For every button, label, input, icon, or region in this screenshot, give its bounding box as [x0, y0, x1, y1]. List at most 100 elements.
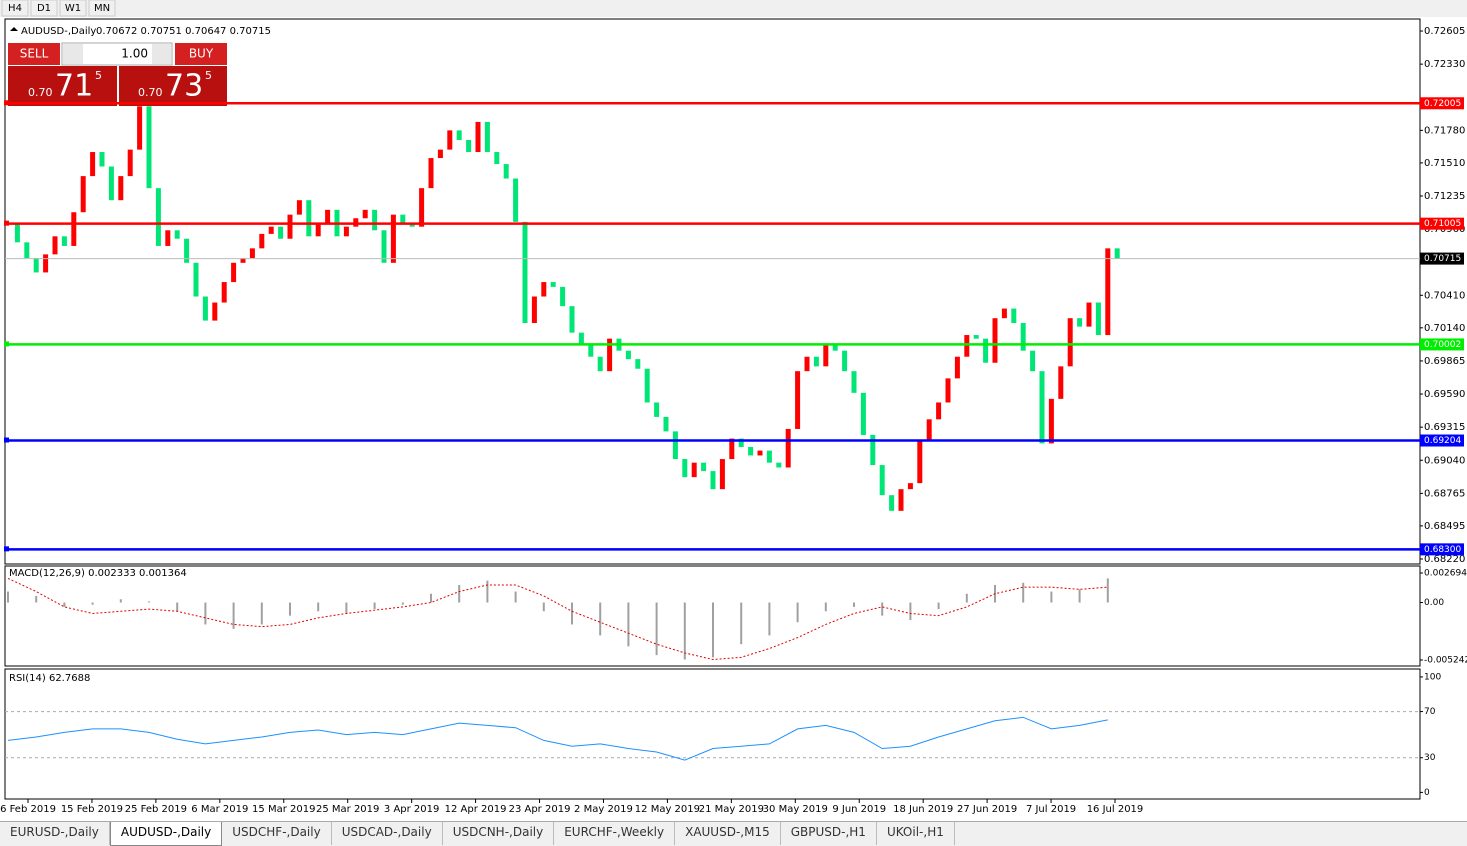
y-tick-label: 0.68220	[1424, 554, 1465, 565]
candle	[118, 176, 124, 201]
candle	[748, 447, 754, 456]
rsi-tick-label: 30	[1424, 753, 1436, 763]
y-tick-label: 0.71510	[1424, 158, 1465, 169]
symbol-tab[interactable]: USDCNH-,Daily	[443, 822, 555, 845]
symbol-tab[interactable]: USDCHF-,Daily	[222, 822, 332, 845]
y-tick-label: 0.72330	[1424, 59, 1465, 70]
x-tick-label: 25 Mar 2019	[316, 804, 379, 815]
symbol-tab[interactable]: AUDUSD-,Daily	[109, 822, 223, 846]
candle	[43, 254, 49, 273]
y-tick-label: 0.71780	[1424, 125, 1465, 136]
candle	[926, 419, 932, 441]
buy-price-box[interactable]	[119, 66, 227, 106]
candle	[287, 214, 293, 239]
lot-box[interactable]	[61, 42, 173, 66]
candle	[597, 356, 603, 372]
candle	[550, 282, 556, 287]
candle	[372, 209, 378, 231]
candle	[99, 152, 105, 167]
x-tick-label: 30 May 2019	[763, 804, 828, 815]
candle	[983, 338, 989, 363]
symbol-tab[interactable]: EURCHF-,Weekly	[554, 822, 676, 845]
candle	[719, 459, 725, 490]
buy-button[interactable]	[175, 43, 227, 65]
candle	[400, 214, 406, 225]
candle	[1001, 308, 1007, 319]
x-tick-label: 7 Jul 2019	[1026, 804, 1076, 815]
candle	[1077, 318, 1083, 327]
candle	[766, 450, 772, 463]
candle	[682, 459, 688, 478]
candle	[635, 359, 641, 369]
candle	[24, 242, 30, 258]
level-handle[interactable]	[4, 100, 9, 106]
candle	[823, 344, 829, 367]
sell-price-box[interactable]	[8, 66, 117, 106]
timeframe-button[interactable]	[59, 0, 87, 17]
lot-value: 1.00	[121, 47, 148, 61]
candle	[813, 356, 819, 367]
y-tick-label: 0.68495	[1424, 521, 1465, 532]
trade-panel: SELL 1.00 BUY 0.70 71 5 0.70 73 5	[8, 42, 227, 106]
y-tick-label: 0.69040	[1424, 455, 1465, 466]
candle	[221, 282, 227, 303]
symbol-tab[interactable]: EURUSD-,Daily	[0, 822, 110, 845]
symbol-tab[interactable]: XAUUSD-,M15	[675, 822, 781, 845]
level-handle[interactable]	[4, 220, 9, 226]
candle	[184, 238, 190, 263]
candle	[936, 402, 942, 420]
level-label-box	[1420, 338, 1464, 351]
candle	[1105, 248, 1111, 336]
symbol-tab[interactable]: GBPUSD-,H1	[781, 822, 877, 845]
x-tick-label: 12 Apr 2019	[445, 804, 507, 815]
x-tick-label: 9 Jun 2019	[832, 804, 886, 815]
candle	[447, 130, 453, 150]
rsi-panel	[4, 668, 1421, 800]
level-label: 0.72005	[1424, 99, 1461, 109]
candle	[1030, 350, 1036, 372]
x-tick-label: 18 Jun 2019	[893, 804, 953, 815]
timeframe-label: D1	[37, 3, 51, 14]
candle	[691, 462, 697, 478]
timeframe-label: H4	[8, 3, 22, 14]
y-tick-label: 0.72605	[1424, 26, 1465, 37]
candle	[475, 121, 481, 153]
candle	[588, 344, 594, 357]
candle	[437, 149, 443, 159]
buy-price-big: 0.70	[138, 86, 163, 99]
timeframe-button[interactable]	[1, 0, 29, 17]
x-tick-label: 15 Mar 2019	[252, 804, 315, 815]
lot-down[interactable]	[63, 44, 83, 64]
symbol-tab[interactable]: UKOil-,H1	[877, 822, 955, 845]
lot-up[interactable]	[152, 44, 171, 64]
candle	[531, 296, 537, 324]
candle	[296, 200, 302, 215]
candle	[409, 224, 415, 227]
rsi-line	[7, 716, 1108, 761]
collapse-arrow[interactable]	[10, 27, 18, 31]
timeframe-button[interactable]	[88, 0, 116, 17]
candle	[503, 164, 509, 179]
candle	[268, 226, 274, 234]
x-tick-label: 12 May 2019	[635, 804, 700, 815]
y-tick-label: 0.70410	[1424, 290, 1465, 301]
symbol-tab[interactable]: USDCAD-,Daily	[332, 822, 443, 845]
level-handle[interactable]	[4, 341, 9, 347]
last-price-box	[1420, 252, 1464, 265]
candle	[381, 230, 387, 263]
timeframe-button[interactable]	[30, 0, 58, 17]
macd-panel	[4, 565, 1421, 667]
candle	[202, 296, 208, 321]
candle	[14, 224, 20, 243]
x-tick-label: 3 Apr 2019	[384, 804, 439, 815]
level-handle[interactable]	[4, 437, 9, 443]
timeframe-label: MN	[94, 3, 110, 14]
symbol-tabs: EURUSD-,Daily AUDUSD-,Daily USDCHF-,Daily U…	[0, 821, 1467, 846]
candle	[1011, 308, 1017, 324]
candle	[259, 233, 265, 249]
candle	[578, 332, 584, 345]
level-handle[interactable]	[4, 546, 9, 552]
candle	[795, 371, 801, 429]
candle	[1114, 248, 1120, 259]
sell-button[interactable]	[8, 43, 60, 65]
